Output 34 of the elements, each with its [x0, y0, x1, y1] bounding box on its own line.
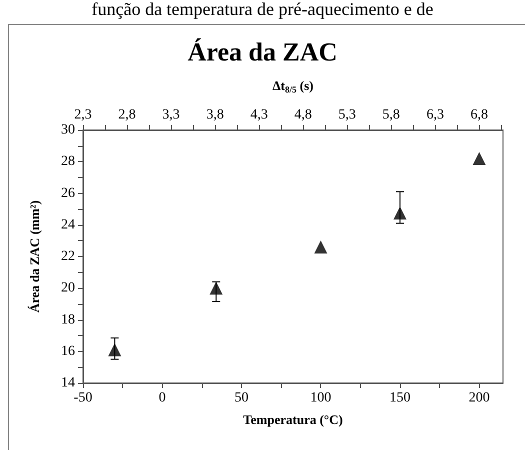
text: função da temperatura de pré-aquecimento e de — [92, 0, 434, 19]
y-tick-label: 14 — [61, 376, 75, 390]
y-tick-label: 30 — [61, 122, 75, 138]
x2-tick-label: 3,8 — [206, 108, 224, 122]
x2-tick-label: 3,3 — [162, 108, 180, 122]
x2-tick-label: 2,3 — [74, 108, 92, 122]
x-tick-label: 100 — [310, 390, 332, 406]
x-tick-label: 0 — [158, 390, 166, 406]
point — [393, 206, 406, 220]
x2-tick-label: 4,3 — [250, 108, 268, 122]
x-tick-label: -50 — [74, 390, 92, 406]
y-tick-label: 28 — [61, 154, 75, 170]
x-tick-label: 150 — [389, 390, 410, 406]
y-tick-label: 16 — [61, 344, 75, 359]
point — [210, 282, 223, 295]
x-tick-label: 50 — [234, 390, 248, 406]
chart-title: Área da ZAC — [188, 38, 338, 66]
y-tick-label: 20 — [61, 280, 75, 296]
y-axis-title: Área da ZAC (mm²) — [27, 200, 42, 313]
y-tick-label: 26 — [61, 186, 75, 201]
x2-tick-label: 5,3 — [338, 108, 356, 122]
y-tick-label: 18 — [61, 312, 75, 328]
x-axis-title: Temperatura (°C) — [243, 412, 343, 427]
point — [108, 343, 122, 356]
x2-tick-label: 6,8 — [470, 108, 488, 122]
x2-tick-label: 6,3 — [426, 108, 444, 122]
y-tick-label: 24 — [61, 217, 75, 232]
y-tick-label: 22 — [61, 249, 75, 264]
x2-tick-label: 5,8 — [382, 108, 400, 122]
x2-tick-label: 4,8 — [294, 108, 312, 122]
point — [314, 240, 328, 254]
x-tick-label: 200 — [468, 390, 490, 406]
point — [472, 152, 486, 165]
x2-tick-label: 2,8 — [118, 108, 136, 122]
